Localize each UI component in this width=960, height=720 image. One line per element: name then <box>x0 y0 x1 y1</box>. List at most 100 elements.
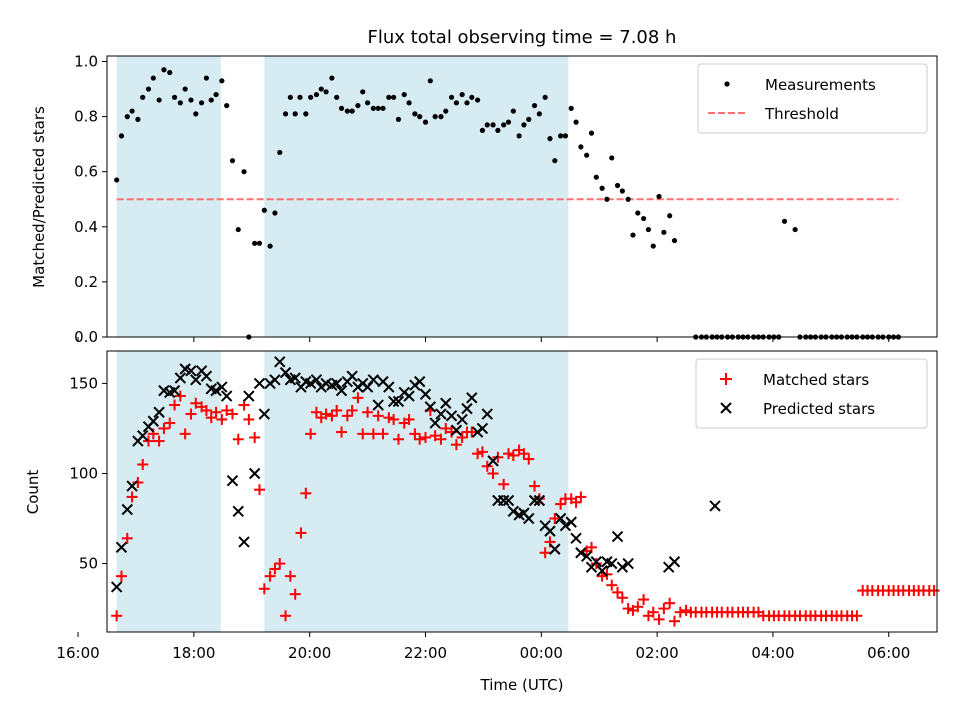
measurement-point <box>406 100 412 106</box>
matched-star-point <box>310 406 322 418</box>
measurement-point <box>267 243 273 249</box>
measurement-point <box>395 116 402 122</box>
measurement-point <box>145 86 152 92</box>
predicted-star-point <box>554 512 567 525</box>
matched-star-point <box>169 399 181 411</box>
measurement-point <box>329 75 335 81</box>
legend-predicted-label: Predicted stars <box>763 400 875 418</box>
measurement-point <box>282 111 289 117</box>
measurement-point <box>792 226 798 233</box>
matched-star-point <box>674 606 686 618</box>
matched-star-point <box>616 592 628 604</box>
matched-star-point <box>295 527 307 539</box>
legend-matched-marker <box>720 373 732 385</box>
bottom-legend-box <box>695 358 928 429</box>
matched-star-point <box>523 453 535 465</box>
predicted-star-point <box>709 500 721 512</box>
predicted-star-point <box>310 374 323 386</box>
matched-star-point <box>232 433 244 445</box>
predicted-star-point <box>476 422 489 435</box>
matched-star-point <box>238 399 250 411</box>
predicted-star-point <box>190 374 202 386</box>
matched-star-point <box>549 513 561 525</box>
bottom-shaded-interval <box>116 351 221 632</box>
measurement-point <box>443 108 449 114</box>
matched-star-point <box>331 404 343 416</box>
matched-star-point <box>362 406 374 418</box>
matched-star-point <box>498 478 510 490</box>
matched-star-point <box>258 583 270 595</box>
x-tick-label: 22:00 <box>404 644 447 662</box>
matched-star-point <box>132 476 144 488</box>
bottom-series-points <box>110 356 940 627</box>
matched-star-point <box>529 480 541 492</box>
bottom-y-axis-title: Count <box>24 470 42 515</box>
measurement-point <box>135 116 141 122</box>
measurement-point <box>604 196 610 202</box>
predicted-star-point <box>424 401 437 413</box>
bottom-panel: 50 100 150 16:00 18:00 20:00 22:00 00:00 02:00 0… <box>24 350 940 694</box>
bottom-y-ticks: 50 100 150 <box>69 374 107 573</box>
measurement-point <box>479 127 486 133</box>
matched-star-point <box>851 610 863 622</box>
top-legend-box <box>697 63 928 134</box>
predicted-star-point <box>487 455 499 467</box>
measurement-point <box>417 114 423 120</box>
predicted-star-point <box>304 377 317 390</box>
matched-star-point <box>200 404 212 416</box>
matched-star-point <box>216 413 228 425</box>
measurement-point <box>412 111 418 117</box>
measurement-point <box>344 108 350 114</box>
matched-star-point <box>668 615 680 627</box>
predicted-star-point <box>456 413 468 426</box>
predicted-star-point <box>168 384 181 397</box>
matched-star-point <box>221 404 233 416</box>
top-y-tick-label: 1.0 <box>74 53 98 71</box>
measurement-point <box>459 91 465 98</box>
measurement-point <box>599 185 605 191</box>
measurement-point <box>118 133 125 139</box>
measurement-point <box>645 226 652 233</box>
predicted-star-point <box>238 536 250 548</box>
measurement-point <box>334 94 340 100</box>
matched-star-point <box>612 586 624 598</box>
measurement-point <box>609 155 615 161</box>
legend-threshold-label: Threshold <box>764 105 839 123</box>
measurement-point <box>781 218 788 224</box>
matched-star-point <box>153 435 165 447</box>
x-axis-title: Time (UTC) <box>480 676 564 694</box>
measurement-point <box>182 86 188 92</box>
matched-star-point <box>658 603 670 615</box>
matched-star-point <box>622 603 634 615</box>
x-tick-label: 00:00 <box>520 644 563 662</box>
matched-star-point <box>647 606 659 618</box>
legend-measurements-marker <box>724 81 730 87</box>
predicted-star-point <box>559 520 572 532</box>
matched-star-point <box>289 588 301 600</box>
measurement-point <box>630 232 636 238</box>
predicted-star-point <box>383 381 395 393</box>
measurement-point <box>526 116 532 122</box>
matched-star-point <box>205 412 217 424</box>
top-panel: 0.0 0.2 0.4 0.6 0.8 1.0 Matched/Predicted sta… <box>30 53 938 346</box>
matched-star-point <box>507 449 519 461</box>
bottom-y-tick-label: 150 <box>69 374 98 392</box>
matched-star-point <box>111 610 123 622</box>
matched-star-point <box>357 428 369 440</box>
measurement-point <box>188 97 194 103</box>
measurement-point <box>303 111 309 117</box>
predicted-star-point <box>185 365 197 377</box>
matched-star-point <box>539 547 551 559</box>
measurement-point <box>578 144 584 150</box>
predicted-star-point <box>502 494 515 507</box>
measurement-point <box>588 130 595 136</box>
predicted-star-point <box>269 374 281 386</box>
measurement-point <box>562 133 569 139</box>
measurement-point <box>475 97 481 103</box>
measurement-point <box>438 114 444 120</box>
matched-star-point <box>419 431 431 443</box>
matched-star-point <box>575 491 587 503</box>
predicted-star-point <box>461 402 473 415</box>
predicted-star-point <box>533 494 546 507</box>
measurement-point <box>235 226 241 233</box>
